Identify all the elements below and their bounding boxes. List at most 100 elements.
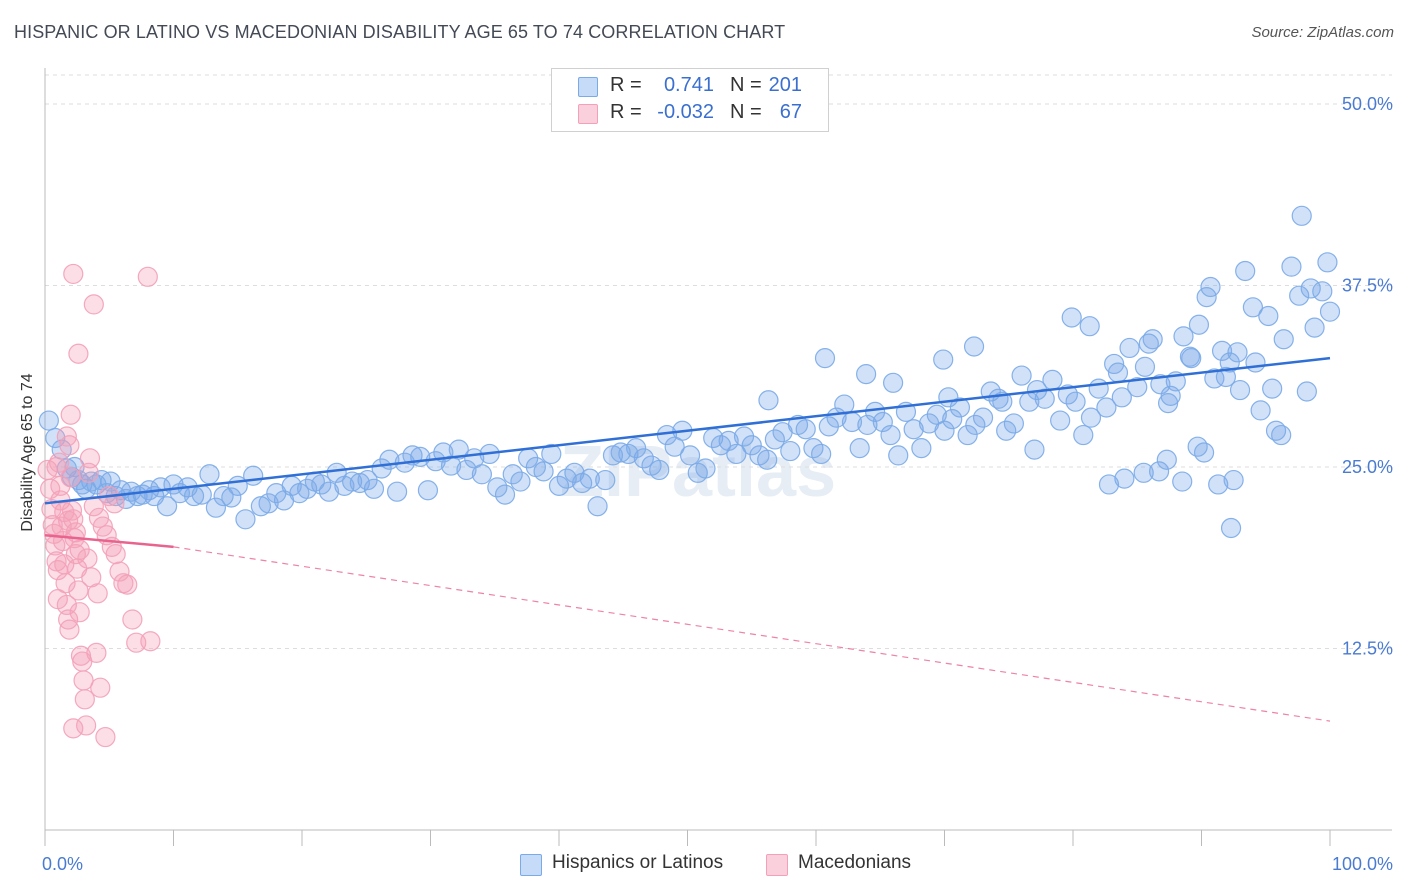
hispanic-point	[695, 458, 716, 479]
hispanic-point	[758, 390, 779, 411]
macedonian-point	[90, 677, 111, 698]
hispanic-point	[1173, 326, 1194, 347]
hispanic-point	[243, 465, 264, 486]
hispanic-point	[1188, 314, 1210, 335]
hispanic-point	[633, 448, 654, 469]
hispanic-point	[1107, 362, 1129, 383]
hispanic-point	[933, 349, 954, 370]
macedonian-point	[58, 609, 79, 630]
x-tick-label: 100.0%	[1332, 854, 1393, 874]
hispanic-point	[888, 445, 909, 466]
hispanic-point	[733, 426, 755, 447]
hispanic-point	[972, 407, 994, 428]
macedonian-point	[137, 266, 158, 287]
hispanic-point	[1134, 356, 1156, 377]
hispanic-point	[1271, 424, 1292, 446]
chart-title: HISPANIC OR LATINO VS MACEDONIAN DISABIL…	[14, 22, 786, 42]
hispanic-point	[510, 471, 531, 492]
r-label: R =	[610, 101, 642, 123]
hispanic-point	[1235, 260, 1256, 282]
legend-label-hispanic: Hispanics or Latinos	[552, 852, 724, 873]
y-tick-label: 50.0%	[1342, 94, 1393, 114]
hispanic-point	[1187, 436, 1208, 457]
hispanic-point	[1291, 205, 1312, 226]
hispanic-point	[318, 481, 340, 502]
y-tick-label: 37.5%	[1342, 276, 1393, 296]
hispanic-point	[1114, 468, 1135, 489]
hispanic-point	[741, 435, 762, 456]
macedonian-point	[77, 548, 98, 569]
y-tick-label: 25.0%	[1342, 457, 1393, 477]
hispanic-point	[856, 363, 877, 385]
hispanic-point	[213, 485, 234, 507]
hispanic-point	[1150, 374, 1171, 395]
macedonian-point	[60, 404, 81, 425]
hispanic-point	[1312, 281, 1333, 302]
hispanic-point	[363, 478, 385, 499]
hispanic-point	[456, 459, 477, 481]
macedonian-point	[74, 689, 95, 710]
hispanic-point	[1211, 340, 1233, 361]
hispanic-point	[1156, 449, 1177, 470]
hispanic-point	[938, 387, 959, 408]
hispanic-point	[965, 414, 986, 436]
n-value: 201	[768, 74, 802, 96]
x-tick-label: 0.0%	[42, 854, 83, 874]
hispanic-point	[942, 409, 963, 430]
hispanic-point	[1181, 348, 1202, 369]
hispanic-point	[811, 443, 832, 465]
hispanic-point	[857, 414, 878, 436]
hispanic-point	[1079, 316, 1100, 337]
hispanic-point	[949, 397, 971, 418]
hispanic-point	[1024, 439, 1045, 460]
hispanic-point	[311, 474, 332, 495]
hispanic-point	[1245, 352, 1266, 373]
stats-legend: R = 0.741 N = 201 R = -0.032 N = 67	[551, 68, 829, 132]
macedonian-point	[86, 642, 107, 663]
watermark: ZIPatlas	[560, 432, 836, 512]
hispanic-point	[1281, 256, 1302, 277]
macedonian-point	[79, 448, 101, 469]
hispanic-point	[1080, 407, 1102, 428]
hispanic-point	[533, 461, 554, 482]
hispanic-point	[1296, 381, 1317, 402]
n-label: N =	[730, 101, 762, 123]
hispanic-point	[1229, 379, 1251, 401]
hispanic-point	[1273, 329, 1294, 350]
hispanic-point	[579, 468, 600, 489]
hispanic-point	[564, 462, 585, 483]
macedonian-point	[50, 475, 71, 496]
hispanic-point	[1065, 391, 1086, 412]
macedonian-point	[117, 574, 138, 595]
hispanic-point	[602, 445, 624, 466]
hispanic-point	[780, 440, 801, 462]
hispanic-point	[1196, 287, 1217, 308]
macedonian-trend-line	[44, 534, 174, 549]
hispanic-point	[1317, 252, 1338, 273]
hispanic-point	[882, 372, 904, 393]
hispanic-point	[1172, 471, 1193, 492]
hispanic-point	[726, 443, 747, 465]
hispanic-point	[1262, 378, 1283, 399]
hispanic-point	[1227, 342, 1248, 363]
hispanic-point	[718, 430, 739, 451]
hispanic-point	[1061, 307, 1082, 328]
y-tick-label: 12.5%	[1342, 639, 1393, 659]
macedonian-point	[47, 589, 68, 610]
hispanic-point	[1250, 400, 1271, 421]
hispanic-point	[1242, 297, 1264, 318]
macedonian-point	[46, 456, 67, 478]
hispanic-point	[625, 438, 647, 459]
hispanic-point	[1258, 305, 1279, 327]
hispanic-point	[205, 497, 227, 518]
hispanic-point	[963, 336, 985, 357]
hispanic-point	[903, 419, 924, 440]
hispanic-point	[957, 424, 978, 446]
macedonian-point	[46, 551, 67, 572]
macedonian-point	[87, 583, 108, 604]
hispanic-point	[150, 477, 171, 498]
hispanic-point	[649, 459, 670, 481]
hispanic-point	[1003, 413, 1024, 434]
macedonian-point	[122, 609, 143, 630]
